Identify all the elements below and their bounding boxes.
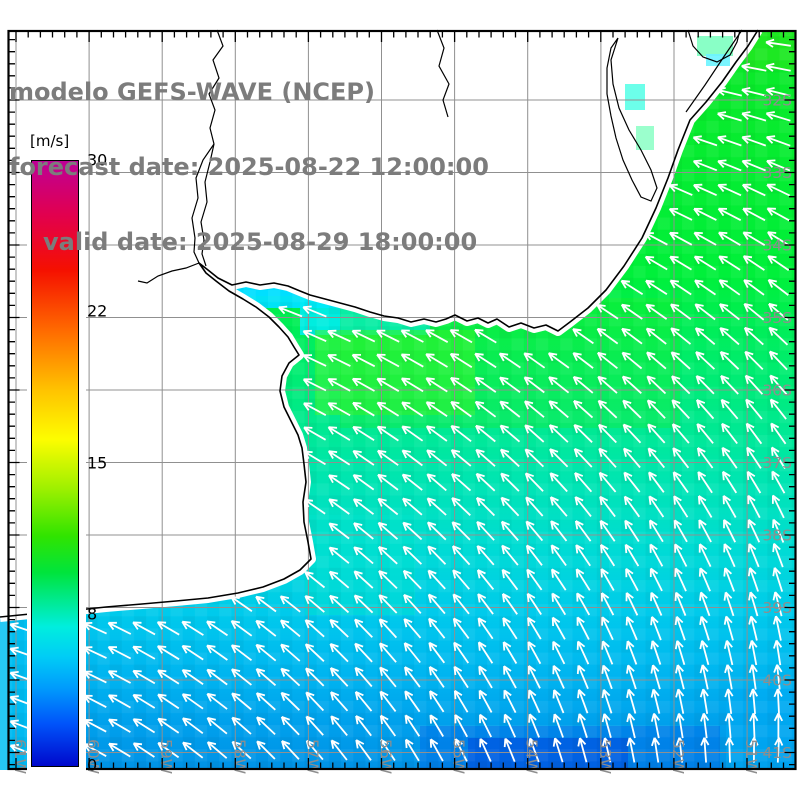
mirim-lagoon bbox=[606, 37, 658, 202]
lagoon-cell-patos-cyan bbox=[706, 54, 730, 66]
colorbar-unit-label: [m/s] bbox=[30, 132, 70, 150]
model-title: modelo GEFS-WAVE (NCEP) bbox=[9, 78, 375, 106]
lat-label-33S: 33S bbox=[762, 164, 792, 182]
patos-lagoon-shore bbox=[687, 29, 741, 63]
lat-label-34S: 34S bbox=[762, 237, 792, 255]
map-frame bbox=[7, 29, 797, 771]
colorbar-tick-8: 8 bbox=[87, 604, 98, 624]
lat-label-35S: 35S bbox=[762, 309, 792, 327]
lagoon-cell-patos-mint bbox=[697, 36, 733, 56]
lagoon-cell-mirim-cyan bbox=[625, 84, 645, 110]
uruguay-river-west-bank bbox=[191, 143, 215, 264]
negro-river bbox=[436, 29, 450, 118]
lat-label-37S: 37S bbox=[762, 454, 792, 472]
land bbox=[0, 30, 758, 617]
parana-delta bbox=[137, 262, 200, 284]
colorbar-tick-15: 15 bbox=[87, 453, 108, 472]
lat-label-38S: 38S bbox=[762, 527, 792, 545]
axis-ticks bbox=[9, 32, 795, 768]
lat-label-40S: 40S bbox=[762, 672, 792, 690]
lagoon-cell-mirim-mint bbox=[636, 126, 654, 150]
colorbar-tick-0: 0 bbox=[87, 755, 98, 775]
patos-inner-shore bbox=[685, 29, 743, 113]
lat-label-36S: 36S bbox=[762, 382, 792, 400]
forecast-date-line: forecast date: 2025-08-22 12:00:00 bbox=[9, 153, 489, 181]
colorbar-tick-30: 30 bbox=[87, 150, 108, 170]
valid-date-line: valid date: 2025-08-29 18:00:00 bbox=[43, 228, 478, 256]
uruguay-river-upper bbox=[208, 29, 224, 145]
title-block: modelo GEFS-WAVE (NCEP) forecast date: 2… bbox=[9, 30, 489, 305]
lat-label-39S: 39S bbox=[762, 599, 792, 617]
colorbar: [m/s] 30 22 15 8 0 bbox=[27, 132, 107, 775]
colorbar-gradient-bar bbox=[31, 160, 79, 767]
wind-arrows bbox=[9, 38, 791, 763]
colorbar-tick-22: 22 bbox=[87, 301, 108, 321]
coastline bbox=[0, 29, 759, 618]
lat-label-32S: 32S bbox=[762, 92, 792, 110]
uruguay-river-east-bank bbox=[200, 143, 215, 267]
lat-label-41S: 41S bbox=[762, 744, 792, 762]
